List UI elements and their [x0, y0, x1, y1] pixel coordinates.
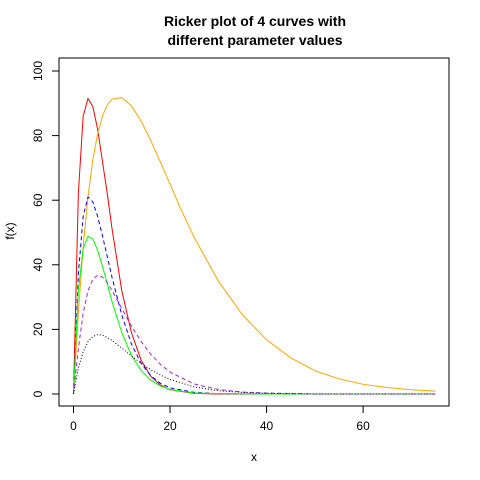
x-tick-label: 0: [70, 419, 77, 433]
chart-title-line-1: Ricker plot of 4 curves with: [164, 13, 346, 29]
series-line-6: [73, 334, 436, 395]
series-line-5: [73, 274, 436, 395]
x-tick-label: 60: [356, 419, 370, 433]
series-line-1: [73, 97, 436, 395]
y-tick-label: 20: [31, 322, 45, 336]
y-tick-label: 0: [31, 390, 45, 397]
x-tick-label: 20: [163, 419, 177, 433]
y-tick-label: 40: [31, 258, 45, 272]
plot-frame: [58, 57, 450, 407]
y-tick-label: 60: [31, 193, 45, 207]
y-tick-label: 100: [31, 61, 45, 81]
chart-title-line-2: different parameter values: [167, 32, 342, 48]
y-axis-label: f(x): [3, 222, 17, 239]
series-line-3: [73, 196, 436, 395]
x-axis-label: x: [251, 450, 257, 464]
series-layer: [73, 96, 436, 395]
series-line-4: [73, 235, 436, 395]
series-line-2: [73, 96, 436, 395]
x-axis: 0 20 40 60: [70, 405, 370, 433]
y-axis: 0 20 40 60 80 100: [31, 61, 60, 397]
x-tick-label: 40: [260, 419, 274, 433]
y-tick-label: 80: [31, 129, 45, 143]
